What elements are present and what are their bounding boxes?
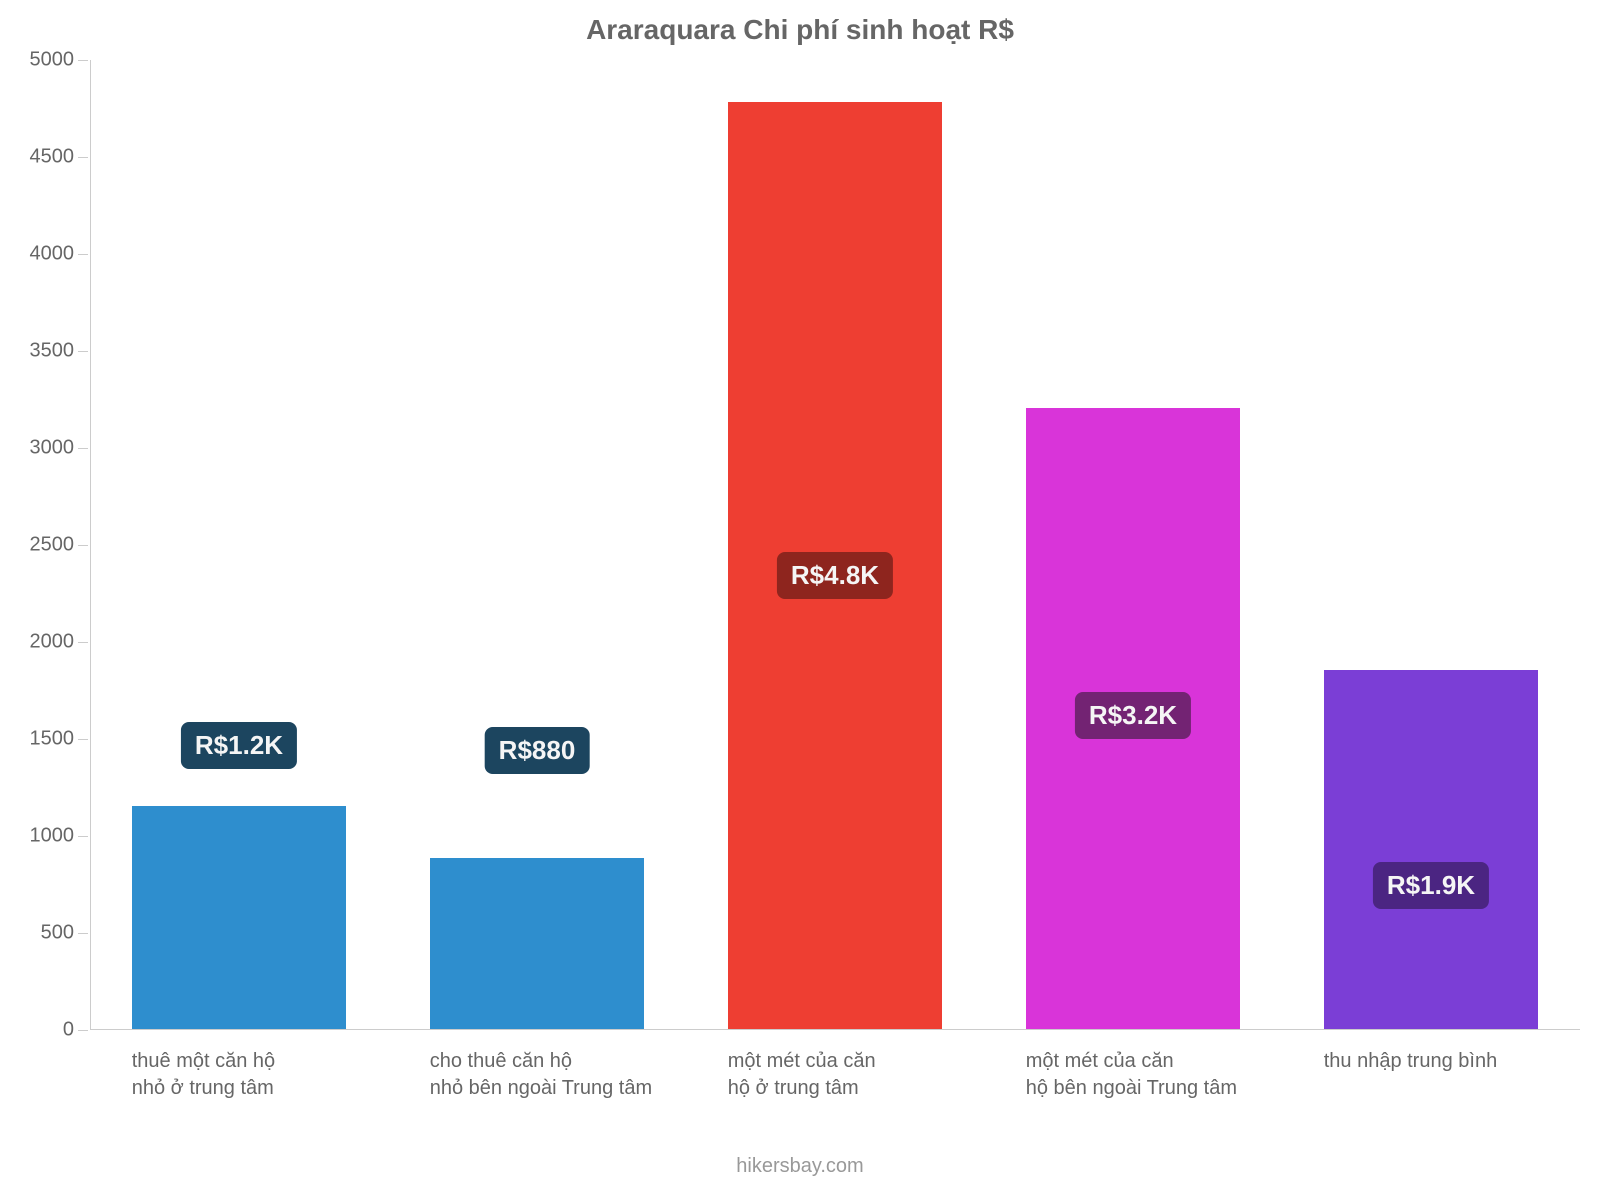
y-tick-label: 1500 — [30, 728, 75, 751]
y-tick-label: 5000 — [30, 49, 75, 72]
y-tick — [78, 1030, 88, 1031]
bar: R$1.2K — [132, 806, 347, 1029]
y-tick — [78, 351, 88, 352]
x-axis-label: một mét của cănhộ ở trung tâm — [728, 1048, 983, 1102]
plot-area: 0500100015002000250030003500400045005000… — [90, 60, 1580, 1030]
y-tick-label: 1000 — [30, 825, 75, 848]
x-axis-label: thu nhập trung bình — [1324, 1048, 1579, 1075]
y-tick-label: 2000 — [30, 631, 75, 654]
y-tick-label: 3000 — [30, 437, 75, 460]
bar-value-badge: R$1.9K — [1373, 862, 1489, 909]
bar: R$880 — [430, 858, 645, 1029]
y-tick — [78, 933, 88, 934]
bar-value-badge: R$880 — [485, 727, 590, 774]
bar: R$1.9K — [1324, 670, 1539, 1029]
chart-container: Araraquara Chi phí sinh hoạt R$ 05001000… — [0, 0, 1600, 1200]
bar-value-badge: R$3.2K — [1075, 692, 1191, 739]
y-axis-line — [90, 60, 91, 1029]
y-tick-label: 4500 — [30, 146, 75, 169]
y-tick-label: 4000 — [30, 243, 75, 266]
attribution-text: hikersbay.com — [0, 1155, 1600, 1178]
y-tick — [78, 157, 88, 158]
x-axis-label: thuê một căn hộnhỏ ở trung tâm — [132, 1048, 387, 1102]
y-tick-label: 500 — [41, 922, 74, 945]
y-tick-label: 2500 — [30, 534, 75, 557]
bar-value-badge: R$4.8K — [777, 552, 893, 599]
y-tick-label: 0 — [63, 1019, 74, 1042]
y-tick — [78, 254, 88, 255]
y-tick — [78, 545, 88, 546]
y-tick — [78, 60, 88, 61]
bar: R$4.8K — [728, 102, 943, 1029]
y-tick-label: 3500 — [30, 340, 75, 363]
y-tick — [78, 448, 88, 449]
bar: R$3.2K — [1026, 408, 1241, 1029]
y-tick — [78, 642, 88, 643]
y-tick — [78, 836, 88, 837]
x-axis-label: một mét của cănhộ bên ngoài Trung tâm — [1026, 1048, 1281, 1102]
chart-title: Araraquara Chi phí sinh hoạt R$ — [0, 14, 1600, 46]
y-tick — [78, 739, 88, 740]
bar-value-badge: R$1.2K — [181, 722, 297, 769]
x-axis-label: cho thuê căn hộnhỏ bên ngoài Trung tâm — [430, 1048, 685, 1102]
